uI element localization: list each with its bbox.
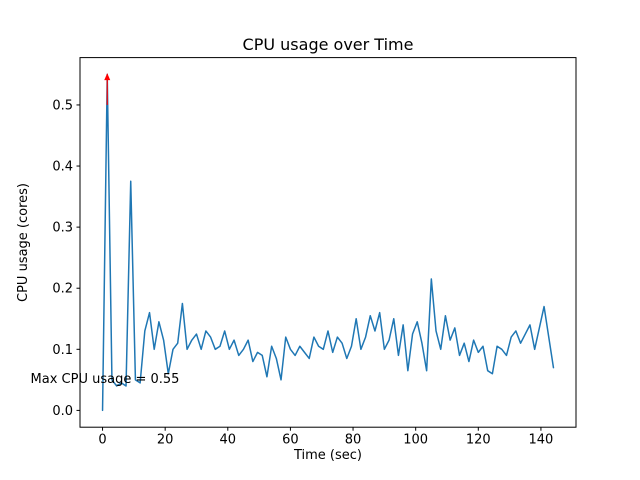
x-tick-label: 140 [529, 433, 554, 448]
y-tick-label: 0.3 [52, 221, 73, 236]
max-usage-annotation: Max CPU usage = 0.55 [31, 372, 180, 387]
x-axis-label: Time (sec) [293, 448, 362, 463]
x-tick-label: 60 [282, 433, 299, 448]
plot-area: 0 20 40 60 80 100 120 140 0.0 0.1 0.2 0.3 0.4 0.5 Max … [31, 57, 577, 448]
y-tick-label: 0.1 [52, 343, 73, 358]
y-tick-label: 0.0 [52, 404, 73, 419]
max-usage-arrow-head [104, 73, 111, 81]
x-tick-label: 0 [98, 433, 106, 448]
y-tick-label: 0.2 [52, 282, 73, 297]
x-tick-label: 40 [220, 433, 237, 448]
y-tick-label: 0.5 [52, 98, 73, 113]
x-tick-label: 80 [345, 433, 362, 448]
axes-spines [79, 57, 577, 428]
cpu-usage-line [101, 73, 555, 412]
y-tick-label: 0.4 [52, 160, 73, 175]
x-tick-label: 120 [466, 433, 491, 448]
y-axis-label: CPU usage (cores) [16, 183, 31, 302]
x-tick-label: 20 [157, 433, 174, 448]
x-tick-label: 100 [403, 433, 428, 448]
chart-title: CPU usage over Time [243, 35, 414, 54]
